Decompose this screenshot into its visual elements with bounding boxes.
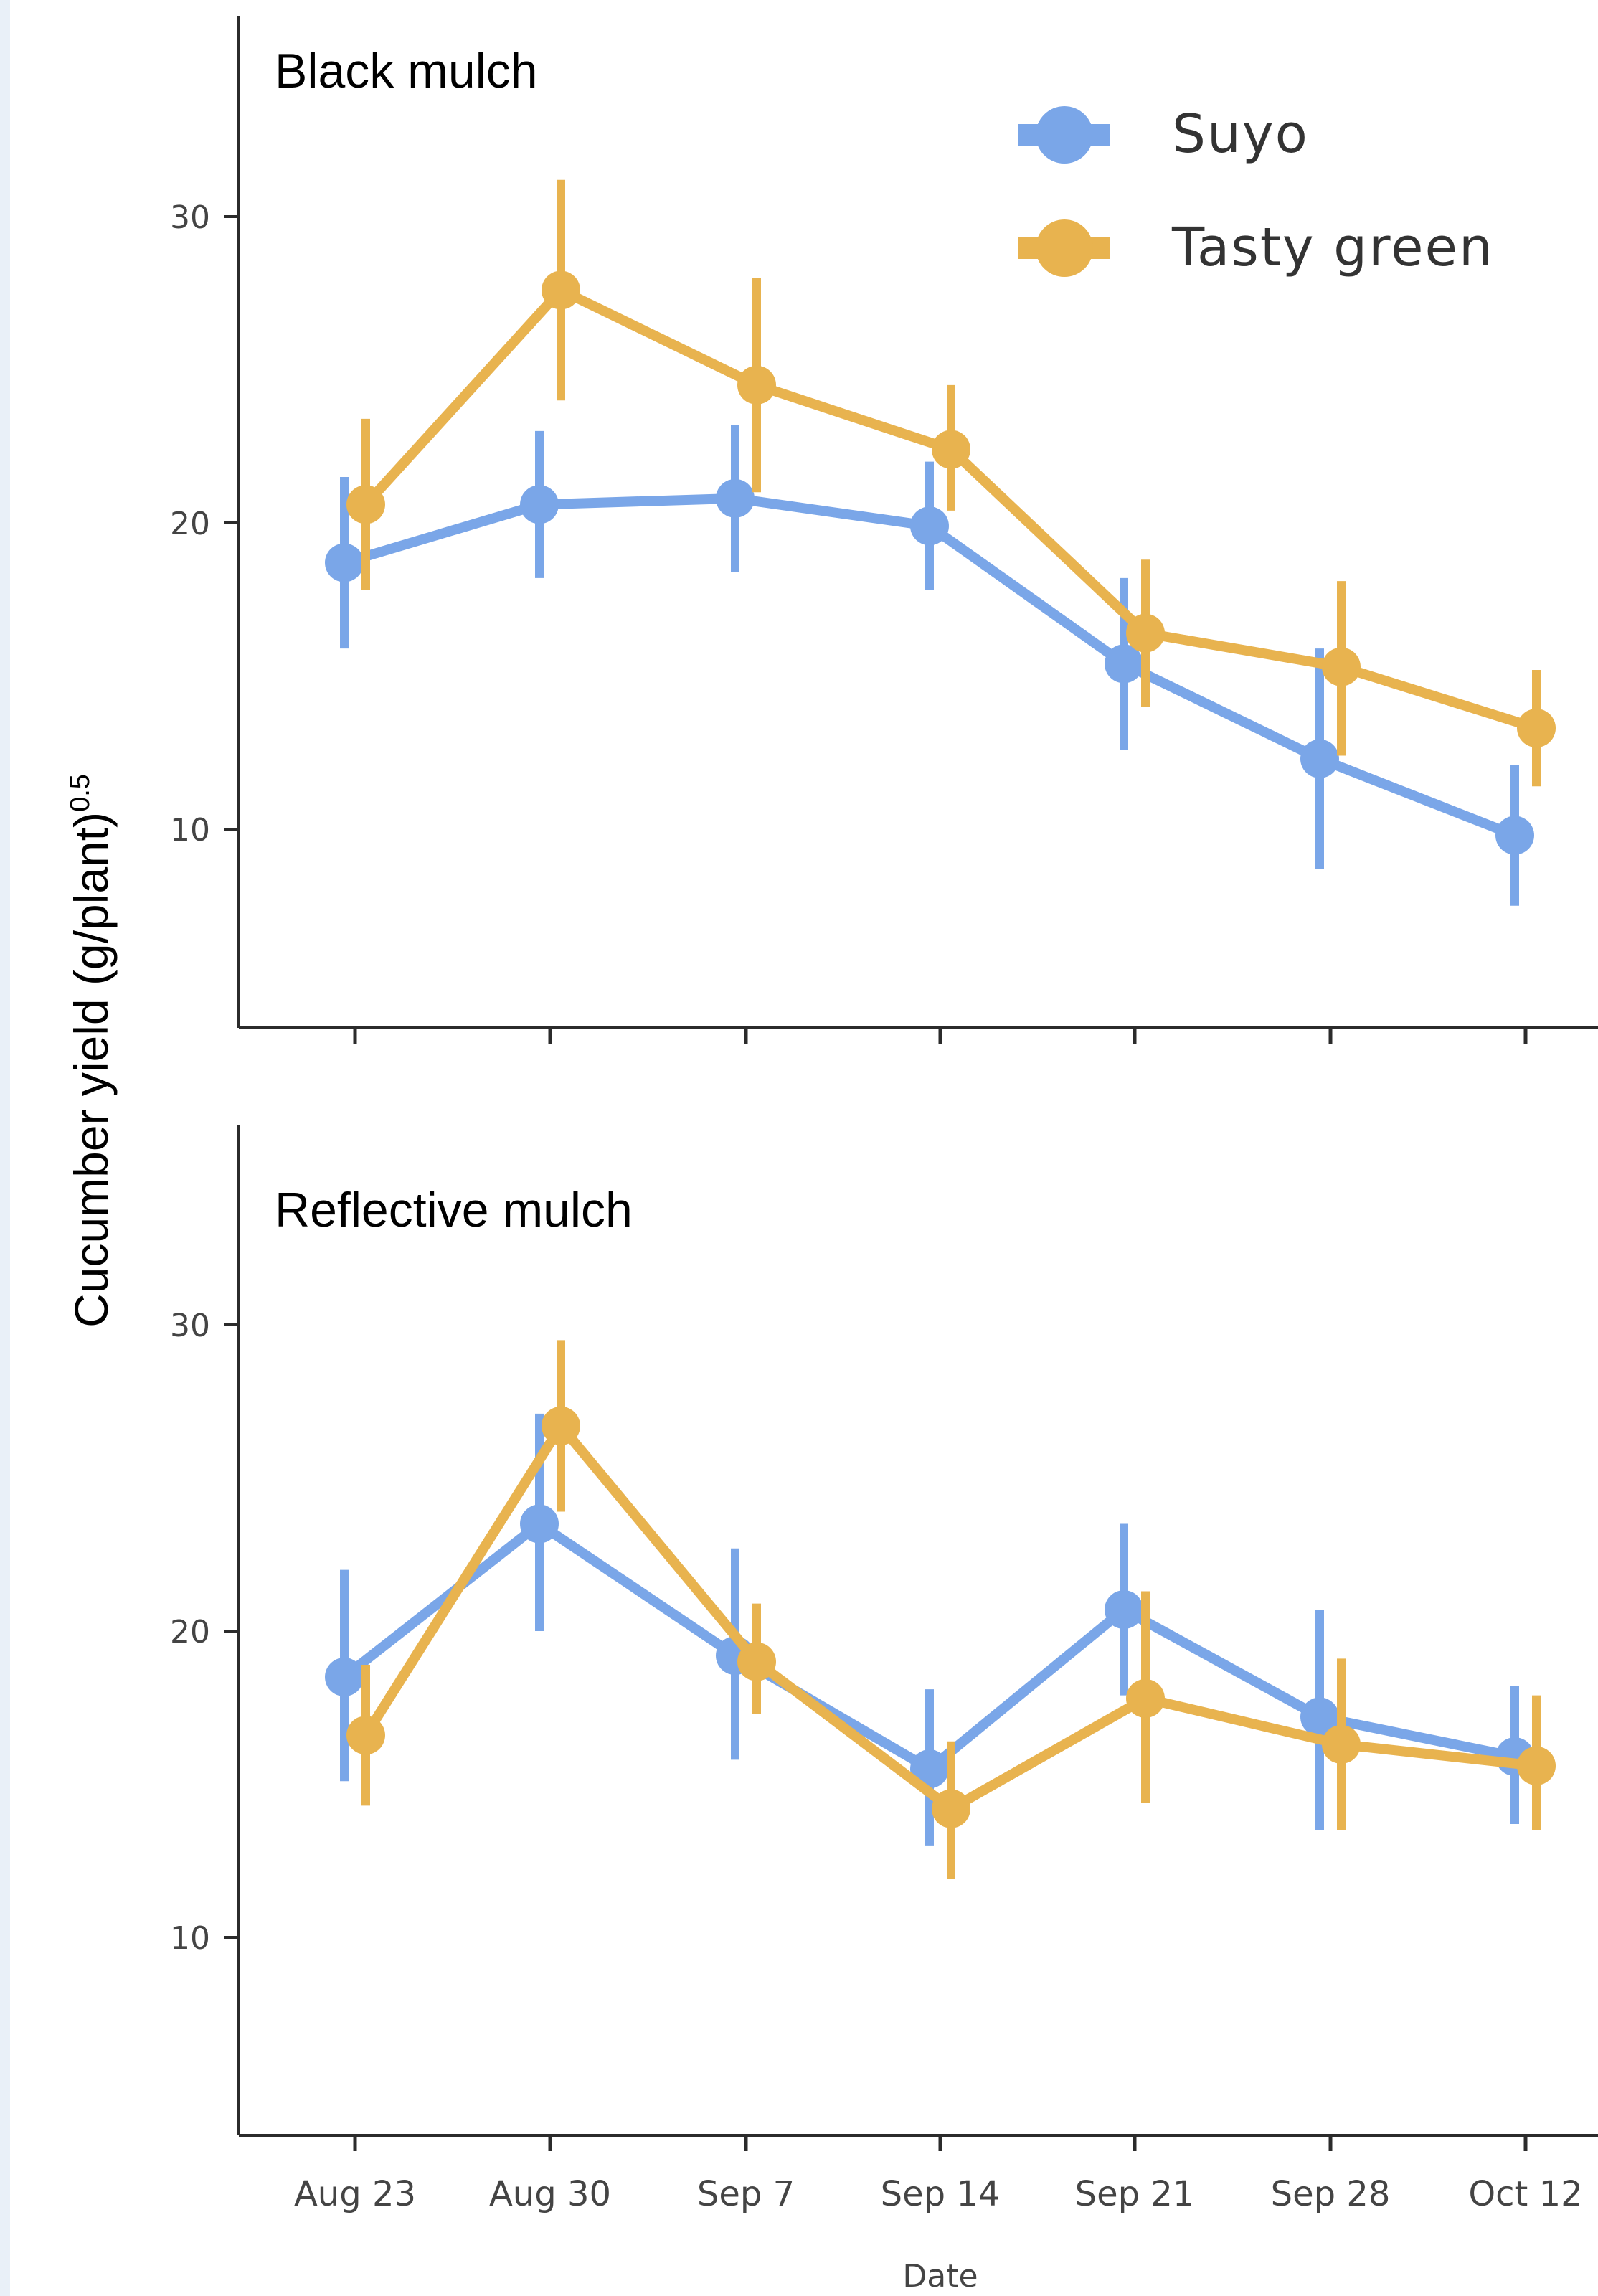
panel-2: 10 20 30 Reflective mulch [170, 1125, 1598, 2151]
data-point [520, 1504, 559, 1544]
data-point [1495, 816, 1534, 855]
data-point [1517, 1746, 1556, 1785]
x-tick-label: Sep 28 [1271, 2174, 1391, 2214]
y-tick-label: 10 [170, 1920, 210, 1957]
data-point [1322, 647, 1361, 686]
legend-label: Tasty green [1171, 217, 1494, 278]
panel-title: Black mulch [275, 44, 538, 98]
x-tick-label: Oct 12 [1468, 2174, 1582, 2214]
x-tick-label: Sep 14 [881, 2174, 1001, 2214]
legend-label: Suyo [1172, 103, 1309, 165]
x-tick-label: Aug 23 [294, 2174, 416, 2214]
data-point [1105, 1590, 1143, 1630]
data-point [346, 1716, 385, 1755]
data-point [910, 506, 949, 546]
data-point [325, 543, 364, 582]
y-tick-label: 30 [170, 199, 210, 236]
x-axis-label: Date [902, 2258, 978, 2295]
y-tick-label: 20 [170, 1614, 210, 1650]
data-point [1322, 1724, 1361, 1764]
data-point [542, 1406, 580, 1445]
panel-title: Reflective mulch [275, 1183, 633, 1237]
series-tasty-green [346, 179, 1556, 787]
data-point [737, 365, 776, 405]
y-tick-label: 20 [170, 506, 210, 542]
y-axis-label: Cucumber yield (g/plant)0.5 [65, 774, 118, 1328]
y-tick-label: 10 [170, 812, 210, 849]
data-point [1300, 1697, 1339, 1737]
y-tick-label: 30 [170, 1308, 210, 1344]
data-point [737, 1642, 776, 1681]
left-margin-strip [0, 0, 10, 2296]
data-point [325, 1658, 364, 1697]
legend-key-marker [1036, 219, 1093, 277]
series-tasty-green [346, 1340, 1556, 1879]
data-point [520, 485, 559, 524]
x-tick-label: Aug 30 [489, 2174, 611, 2214]
data-point [932, 430, 970, 469]
data-point [1126, 1678, 1165, 1718]
data-point [932, 1789, 970, 1828]
legend: Suyo Tasty green [1018, 103, 1494, 278]
series-suyo [325, 1413, 1534, 1846]
data-point [542, 270, 580, 310]
legend-key-marker [1036, 106, 1093, 164]
panel-1: 10 20 30 Black mulch [170, 16, 1598, 1044]
data-point [1517, 709, 1556, 748]
data-point [1300, 739, 1339, 778]
data-point [1105, 644, 1143, 684]
x-tick-label: Sep 7 [697, 2174, 795, 2214]
x-tick-label: Sep 21 [1075, 2174, 1195, 2214]
data-point [716, 478, 755, 518]
data-point [346, 485, 385, 524]
data-point [910, 1749, 949, 1789]
data-point [1126, 613, 1165, 653]
